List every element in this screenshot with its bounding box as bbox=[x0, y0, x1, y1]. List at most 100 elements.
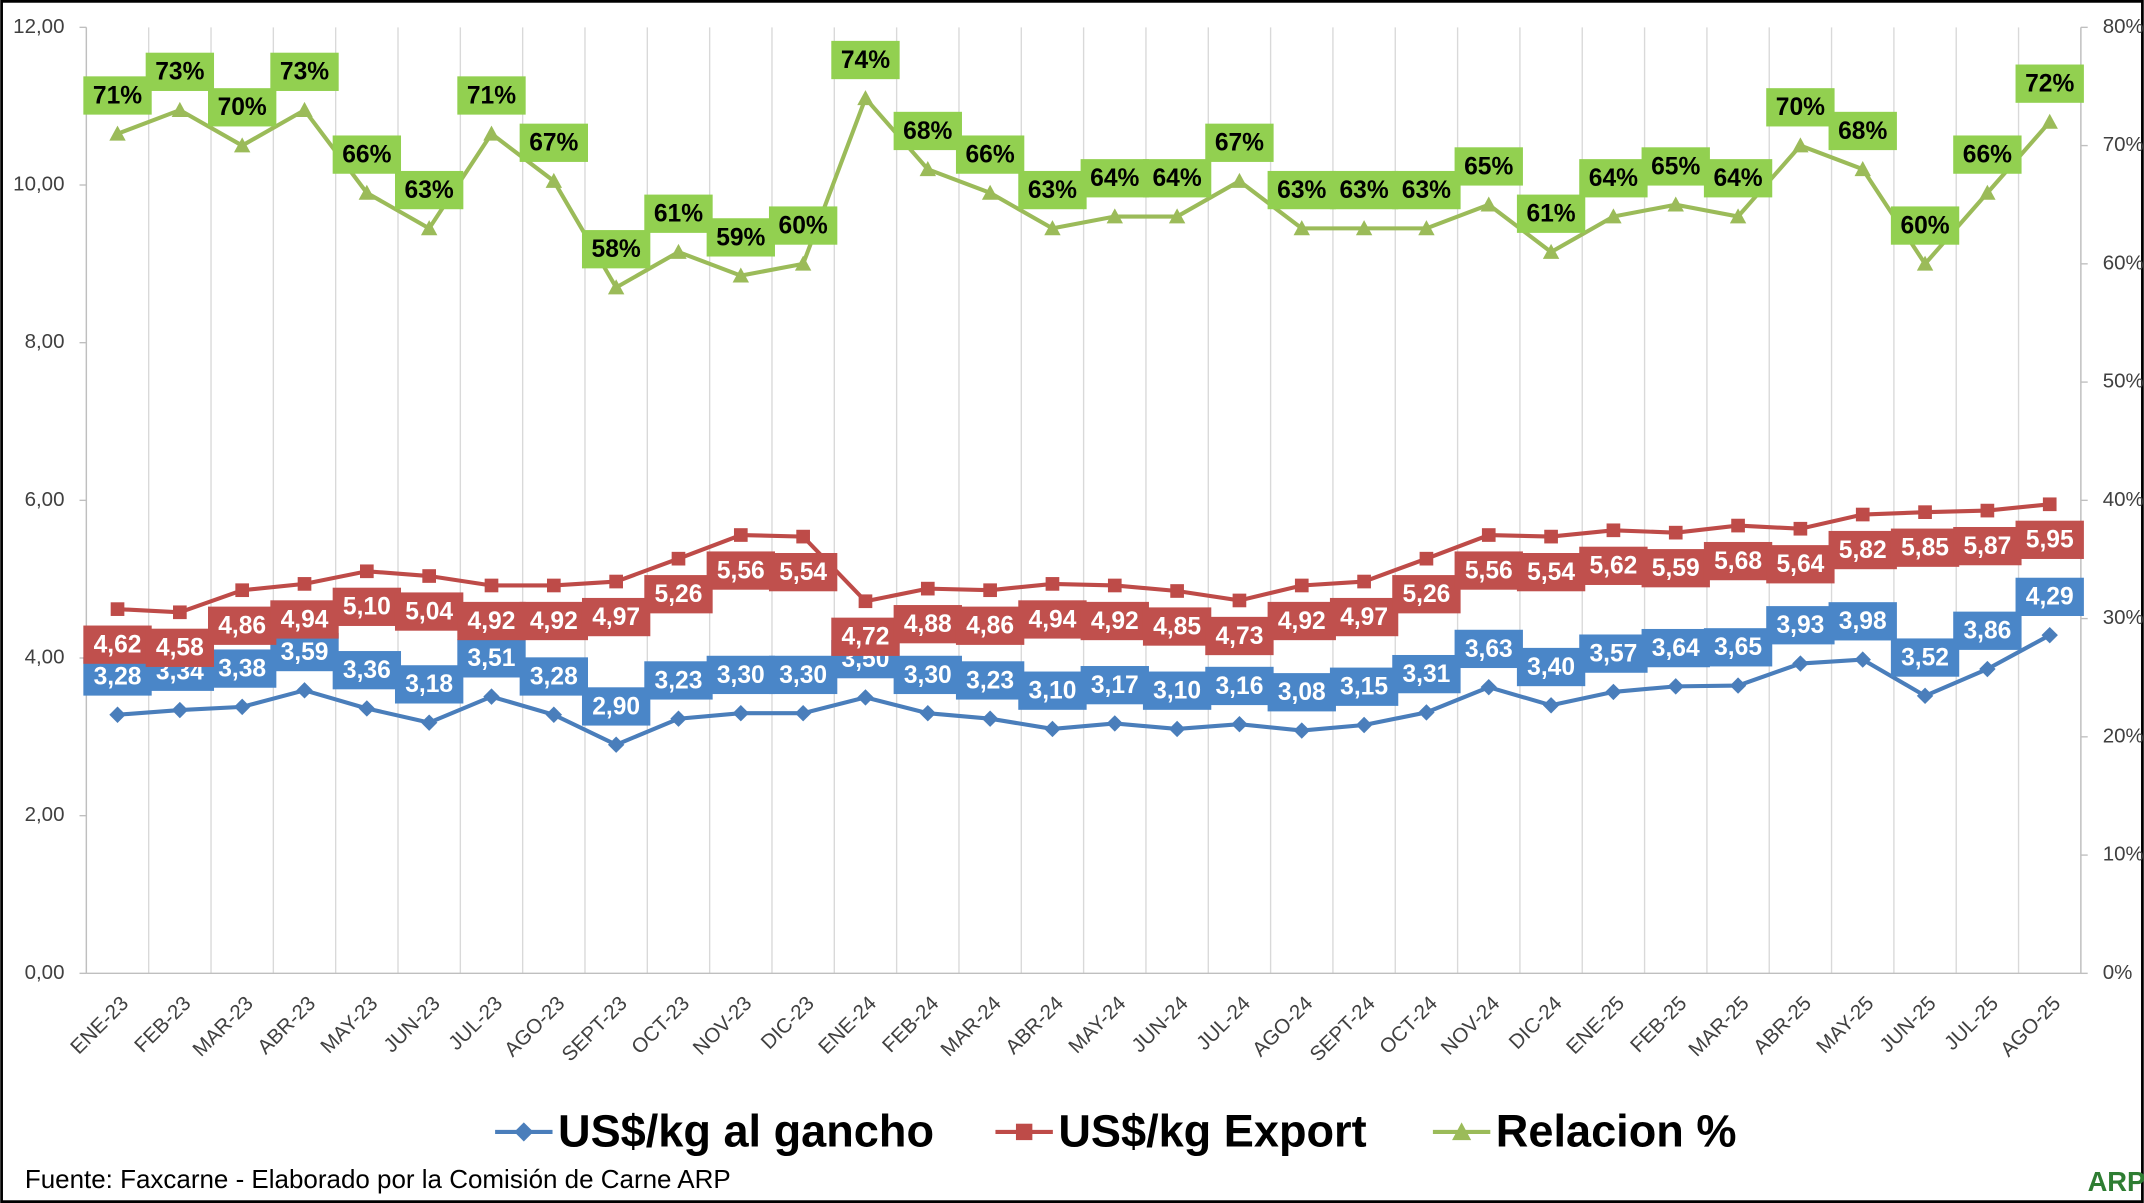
data-label: 4,92 bbox=[468, 608, 516, 635]
y-tick-label: 10,00 bbox=[13, 172, 64, 195]
data-label-box bbox=[1205, 616, 1274, 656]
data-label-box bbox=[1828, 530, 1897, 570]
data-label: 66% bbox=[342, 141, 391, 168]
point bbox=[1293, 220, 1310, 236]
point bbox=[670, 710, 687, 727]
data-label: 3,15 bbox=[1340, 674, 1388, 701]
point bbox=[1044, 220, 1061, 236]
point bbox=[607, 279, 625, 295]
data-label-box bbox=[519, 601, 589, 641]
point bbox=[110, 602, 125, 616]
data-label: 3,16 bbox=[1216, 673, 1264, 700]
legend-label: Relacion % bbox=[1496, 1106, 1737, 1157]
data-label-box bbox=[1766, 606, 1835, 645]
y-tick-label: 0,00 bbox=[25, 961, 65, 984]
point bbox=[1231, 172, 1248, 188]
data-label-box bbox=[1018, 600, 1087, 639]
point bbox=[1668, 525, 1683, 540]
data-label: 5,85 bbox=[1901, 535, 1949, 562]
point bbox=[1605, 683, 1622, 701]
data-label: 3,52 bbox=[1901, 644, 1949, 671]
point bbox=[794, 704, 812, 722]
data-label: 4,92 bbox=[1091, 608, 1139, 635]
point bbox=[920, 581, 935, 596]
point bbox=[1294, 578, 1309, 593]
data-label-box bbox=[1890, 528, 1960, 567]
data-label: 72% bbox=[2025, 71, 2074, 98]
point bbox=[1729, 677, 1747, 694]
data-label-box bbox=[1392, 170, 1461, 210]
data-label: 68% bbox=[1838, 118, 1887, 145]
data-label-box bbox=[1703, 159, 1773, 198]
data-label-box bbox=[644, 575, 713, 614]
data-label-box bbox=[1703, 541, 1773, 581]
data-label: 3,38 bbox=[218, 655, 266, 682]
data-label-box bbox=[1205, 666, 1274, 706]
y2-tick-label: 50% bbox=[2103, 370, 2144, 393]
data-label: 5,95 bbox=[2026, 527, 2074, 554]
point bbox=[1605, 208, 1622, 224]
data-label-box bbox=[1267, 673, 1336, 712]
data-label: 63% bbox=[1277, 177, 1326, 204]
point bbox=[545, 706, 563, 723]
point bbox=[296, 682, 313, 699]
data-label: 3,30 bbox=[717, 662, 765, 689]
data-label: 73% bbox=[280, 59, 329, 86]
point bbox=[1044, 720, 1061, 738]
data-label: 65% bbox=[1464, 153, 1513, 180]
point bbox=[671, 551, 686, 566]
data-label-box bbox=[145, 628, 215, 667]
point bbox=[171, 701, 189, 719]
data-label: 4,92 bbox=[530, 608, 578, 635]
data-label: 5,54 bbox=[1527, 559, 1575, 586]
point bbox=[919, 704, 937, 722]
data-label: 5,54 bbox=[779, 559, 827, 586]
data-label-box bbox=[1018, 671, 1087, 710]
data-label-box bbox=[706, 551, 775, 590]
point bbox=[796, 529, 810, 544]
data-label: 5,26 bbox=[655, 581, 703, 608]
data-label: 3,28 bbox=[530, 663, 578, 690]
data-label: 5,10 bbox=[343, 594, 391, 621]
data-label: 4,29 bbox=[2026, 584, 2074, 611]
data-label: 5,68 bbox=[1714, 548, 1762, 575]
data-label: 3,28 bbox=[94, 663, 142, 690]
point bbox=[1107, 578, 1122, 593]
legend-marker bbox=[1015, 1123, 1033, 1141]
data-label-box bbox=[394, 170, 464, 210]
data-label-box bbox=[1454, 629, 1523, 669]
point bbox=[1481, 528, 1496, 542]
source: Fuente: Faxcarne - Elaborado por la Comi… bbox=[25, 1164, 731, 1194]
data-label-box bbox=[1703, 628, 1773, 667]
data-label-box bbox=[1018, 170, 1087, 210]
data-label-box bbox=[1953, 135, 2022, 174]
logo: ARP bbox=[2088, 1166, 2144, 1197]
data-label-box bbox=[1579, 546, 1648, 585]
data-label: 70% bbox=[218, 94, 267, 121]
series-line bbox=[117, 633, 2051, 747]
point bbox=[1357, 574, 1371, 589]
data-label-box bbox=[644, 661, 713, 700]
data-label-box bbox=[1329, 667, 1399, 706]
data-label: 3,51 bbox=[468, 645, 516, 672]
data-label: 4,58 bbox=[156, 635, 204, 662]
data-label-box bbox=[270, 600, 339, 639]
data-label: 66% bbox=[966, 141, 1015, 168]
data-label: 3,31 bbox=[1402, 661, 1450, 688]
data-label: 65% bbox=[1651, 153, 1700, 180]
data-label: 4,94 bbox=[1029, 606, 1077, 633]
data-label: 63% bbox=[405, 177, 454, 204]
data-label-box bbox=[519, 657, 589, 696]
point bbox=[732, 704, 750, 722]
data-label: 3,10 bbox=[1153, 678, 1201, 705]
data-label: 3,18 bbox=[405, 671, 453, 698]
point bbox=[794, 255, 812, 271]
data-label: 64% bbox=[1152, 165, 1201, 192]
point bbox=[545, 172, 563, 188]
point bbox=[420, 220, 438, 236]
data-label-box bbox=[1516, 553, 1586, 592]
data-label-box bbox=[1890, 206, 1960, 245]
point bbox=[422, 569, 437, 583]
data-label-box bbox=[1828, 111, 1897, 151]
data-label: 3,30 bbox=[779, 662, 827, 689]
